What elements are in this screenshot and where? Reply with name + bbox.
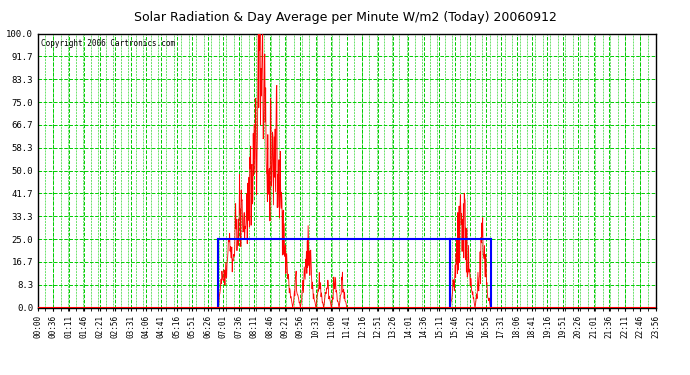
Text: Solar Radiation & Day Average per Minute W/m2 (Today) 20060912: Solar Radiation & Day Average per Minute… [134,11,556,24]
Text: Copyright 2006 Cartronics.com: Copyright 2006 Cartronics.com [41,39,175,48]
